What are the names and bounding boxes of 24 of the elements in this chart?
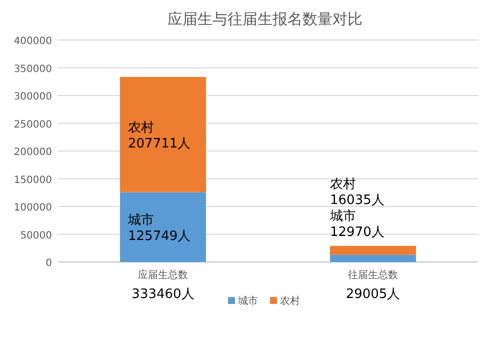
y-tick-label: 150000 (14, 174, 52, 186)
y-tick-label: 350000 (14, 64, 52, 75)
y-tick-label: 250000 (14, 119, 52, 130)
legend-label: 农村 (280, 295, 300, 307)
y-tick-label: 400000 (14, 36, 52, 47)
bar (330, 246, 416, 255)
y-tick-label: 200000 (14, 147, 52, 158)
y-tick-label: 0 (46, 258, 52, 269)
x-tick-label: 应届生总数 (138, 269, 188, 281)
legend-label: 城市 (237, 295, 258, 307)
y-tick-label: 300000 (14, 92, 52, 102)
data-label: 城市 12970人 (329, 208, 384, 240)
y-tick-label: 50000 (20, 230, 52, 242)
data-label: 城市 125749人 (127, 213, 191, 244)
bar (120, 192, 206, 262)
chart-title: 应届生与往届生报名数量对比 (168, 10, 362, 28)
data-label: 农村 16035人 (330, 176, 384, 208)
total-label: 29005人 (346, 287, 400, 302)
bar (120, 76, 206, 192)
x-tick-label: 往届生总数 (348, 269, 398, 281)
y-tick-label: 100000 (14, 202, 52, 214)
data-label: 农村 207711人 (128, 120, 191, 152)
bar (330, 254, 416, 262)
total-label: 333460人 (132, 287, 194, 302)
